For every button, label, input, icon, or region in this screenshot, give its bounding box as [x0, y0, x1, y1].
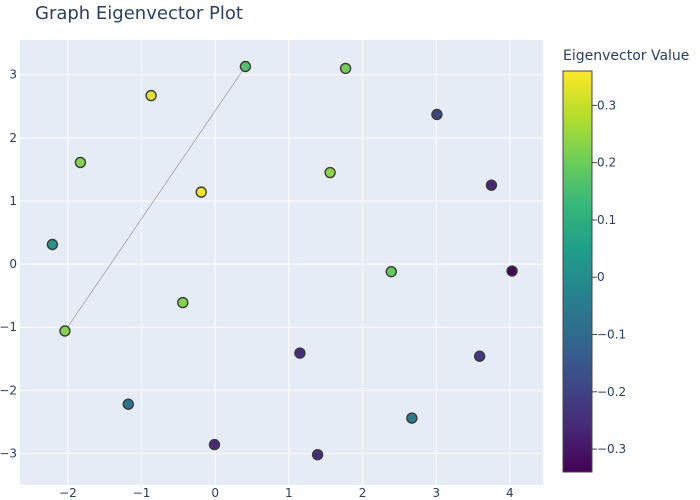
y-tick-label: −2	[0, 383, 17, 397]
data-point[interactable]	[177, 296, 189, 309]
y-tick-label: 1	[9, 194, 17, 208]
y-tick-label: 3	[9, 68, 17, 82]
colorbar-tick-label: 0	[597, 270, 605, 284]
data-point[interactable]	[473, 350, 486, 362]
grid-lines	[20, 40, 543, 485]
data-point[interactable]	[59, 325, 71, 337]
y-tick-label: −1	[0, 320, 17, 334]
data-point[interactable]	[145, 89, 157, 102]
y-tick-label: −3	[0, 446, 17, 460]
y-tick-label: 2	[9, 131, 17, 145]
colorbar-tick-label: −0.3	[597, 442, 626, 456]
y-axis-ticks: −3 −2 −1 0 1 2 3	[0, 68, 17, 461]
x-tick-label: 0	[211, 486, 219, 500]
colorbar-title: Eigenvector Value	[563, 48, 690, 64]
x-tick-label: 1	[285, 486, 293, 500]
data-point[interactable]	[485, 179, 498, 191]
data-point[interactable]	[339, 62, 352, 75]
data-point[interactable]	[195, 186, 207, 198]
data-point[interactable]	[122, 398, 134, 410]
data-point[interactable]	[506, 265, 518, 277]
data-point[interactable]	[208, 438, 221, 451]
colorbar	[562, 70, 593, 473]
data-point[interactable]	[239, 60, 252, 73]
edge-layer	[64, 66, 246, 332]
colorbar-tick-label: −0.1	[597, 328, 626, 342]
point-layer	[46, 60, 518, 461]
chart-title: Graph Eigenvector Plot	[35, 3, 243, 24]
colorbar-tick-label: 0.3	[597, 98, 616, 112]
data-point[interactable]	[406, 412, 418, 424]
data-point[interactable]	[324, 166, 336, 179]
x-tick-label: 4	[506, 486, 514, 500]
x-tick-label: 3	[432, 486, 440, 500]
data-point[interactable]	[294, 347, 306, 359]
data-point[interactable]	[385, 265, 397, 278]
data-point[interactable]	[311, 449, 324, 461]
colorbar-tick-label: 0.1	[597, 213, 616, 227]
data-point[interactable]	[46, 238, 59, 251]
x-tick-label: −2	[59, 486, 77, 500]
x-tick-label: 2	[359, 486, 367, 500]
data-point[interactable]	[74, 156, 87, 169]
colorbar-tick-label: 0.2	[597, 156, 616, 170]
plot-area	[20, 40, 543, 485]
data-point[interactable]	[431, 108, 443, 121]
x-axis-ticks: −2 −1 0 1 2 3 4	[59, 486, 514, 500]
colorbar-ticks: 0.3 0.2 0.1 0 −0.1 −0.2 −0.3	[592, 98, 626, 456]
graph-edge	[64, 66, 246, 332]
x-tick-label: −1	[133, 486, 151, 500]
colorbar-tick-label: −0.2	[597, 385, 626, 399]
y-tick-label: 0	[9, 257, 17, 271]
